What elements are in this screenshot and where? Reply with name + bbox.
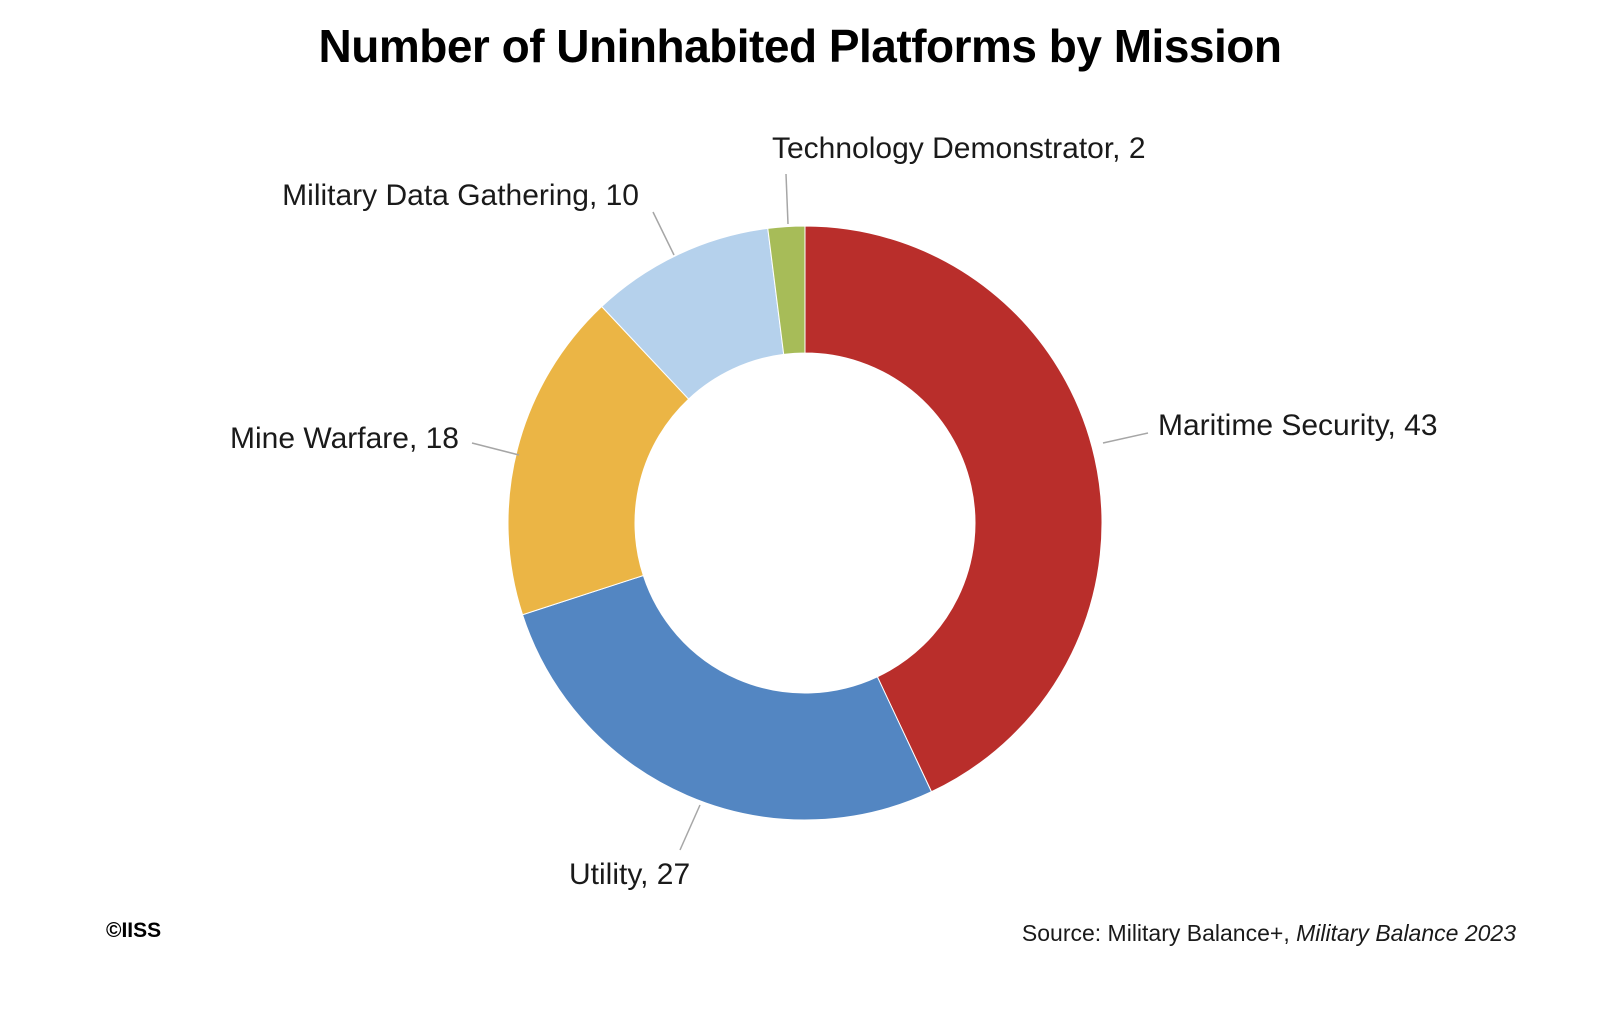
donut-slice-mine-warfare bbox=[507, 305, 690, 616]
leader-lines bbox=[471, 173, 1149, 851]
slice-label-maritime-security: Maritime Security, 43 bbox=[1158, 409, 1438, 442]
donut-slice-maritime-security bbox=[804, 225, 1103, 793]
source-note: Source: Military Balance+, Military Bala… bbox=[1022, 920, 1516, 946]
leader-line-technology-demonstrator bbox=[785, 173, 789, 225]
leader-line-utility bbox=[679, 804, 701, 851]
slice-label-technology-demonstrator: Technology Demonstrator, 2 bbox=[772, 132, 1146, 165]
chart-title: Number of Uninhabited Platforms by Missi… bbox=[319, 20, 1282, 72]
slice-label-mine-warfare: Mine Warfare, 18 bbox=[230, 422, 459, 455]
slice-label-utility: Utility, 27 bbox=[569, 858, 690, 891]
donut-slices bbox=[507, 225, 1103, 821]
donut-slice-utility bbox=[521, 574, 933, 821]
leader-line-military-data-gathering bbox=[652, 211, 675, 256]
source-prefix: Source: Military Balance+, bbox=[1022, 920, 1296, 946]
leader-line-mine-warfare bbox=[471, 442, 520, 456]
leader-line-maritime-security bbox=[1102, 432, 1149, 444]
slice-label-military-data-gathering: Military Data Gathering, 10 bbox=[282, 179, 639, 212]
slice-labels: Maritime Security, 43 Utility, 27 Mine War… bbox=[230, 132, 1438, 891]
donut-slice-technology-demonstrator bbox=[767, 225, 806, 355]
source-publication: Military Balance 2023 bbox=[1296, 920, 1516, 946]
copyright-text: ©IISS bbox=[106, 919, 161, 942]
